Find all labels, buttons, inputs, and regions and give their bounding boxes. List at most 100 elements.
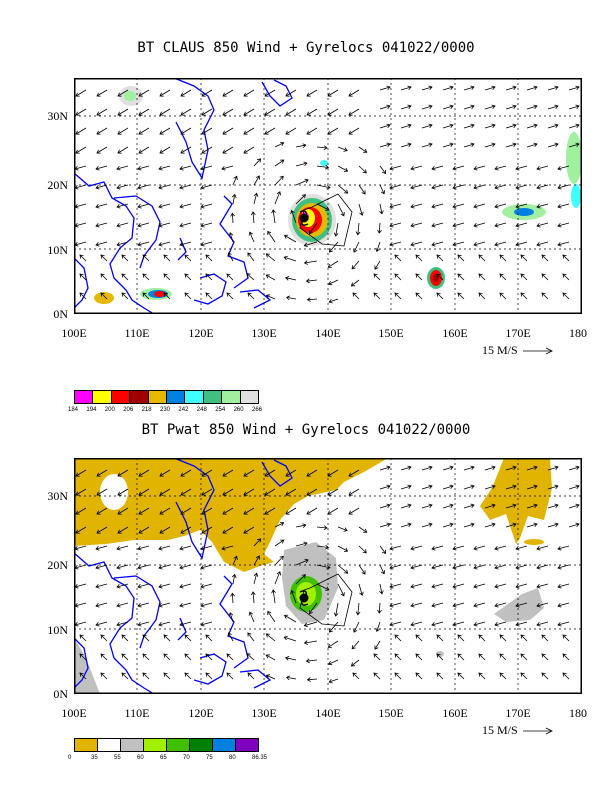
wind-vector: [116, 602, 129, 607]
wind-vector-head: [470, 484, 475, 490]
wind-vector: [295, 524, 306, 528]
wind-vector: [306, 488, 318, 496]
wind-vector-head: [386, 123, 391, 129]
wind-vector-head: [180, 491, 185, 496]
wind-vector-head: [257, 538, 262, 543]
wind-vector: [547, 504, 559, 509]
wind-vector: [200, 564, 213, 569]
wind-vector: [473, 583, 486, 588]
wind-vector: [316, 583, 329, 591]
wind-vector: [316, 184, 330, 189]
wind-vector: [329, 298, 339, 303]
wind-vector-head: [470, 85, 475, 91]
wind-vector-head: [361, 190, 366, 195]
wind-vector: [138, 488, 150, 496]
legend-label: 86.35: [252, 755, 268, 761]
wind-vector-head: [554, 85, 559, 91]
wind-vector: [264, 469, 276, 477]
wind-vector-head: [117, 149, 122, 154]
wind-vector-head: [473, 223, 478, 228]
wind-vector: [232, 574, 236, 585]
wind-vector: [75, 146, 87, 154]
wind-vector: [138, 469, 150, 477]
wind-vector: [306, 659, 318, 662]
wind-vector-head: [343, 147, 348, 152]
wind-vector: [374, 640, 381, 650]
wind-vector-head: [137, 603, 142, 608]
wind-vector-head: [264, 92, 269, 97]
wind-vector-head: [449, 465, 454, 471]
wind-vector: [264, 127, 276, 135]
wind-vector-head: [428, 123, 433, 129]
wind-vector: [75, 526, 87, 534]
wind-vector-head: [303, 260, 309, 265]
wind-vector: [415, 292, 423, 300]
wind-vector-head: [407, 522, 412, 528]
wind-vector-head: [380, 190, 386, 195]
lon-label: 140E: [315, 706, 341, 720]
wind-vector-head: [470, 465, 475, 471]
wind-vector: [200, 241, 213, 246]
wind-vector: [116, 545, 129, 550]
wind-vector-head: [308, 230, 313, 235]
wind-vector-head: [327, 643, 332, 648]
legend-swatch: [92, 390, 112, 404]
wind-vector: [74, 583, 87, 588]
wind-vector: [179, 203, 192, 208]
wind-vector: [394, 273, 402, 281]
wind-vector: [568, 504, 580, 509]
wind-vector: [306, 127, 318, 135]
lat-label: 20N: [47, 178, 68, 192]
wind-vector-head: [407, 123, 412, 129]
wind-vector-head: [452, 603, 457, 608]
wind-vector: [410, 602, 423, 607]
wind-vector-head: [554, 465, 559, 471]
wind-vector-head: [557, 565, 562, 570]
wind-vector-head: [205, 653, 210, 658]
wind-vector-head: [562, 292, 567, 297]
wind-vector: [266, 654, 276, 661]
wind-vector: [95, 241, 108, 246]
wind-vector: [463, 485, 475, 490]
wind-vector: [478, 292, 486, 300]
wind-vector: [478, 634, 486, 642]
wind-vector: [222, 469, 234, 477]
wind-vector: [568, 143, 580, 148]
wind-vector-head: [389, 603, 394, 608]
wind-vector-head: [389, 223, 394, 228]
wind-vector: [138, 89, 150, 97]
wind-vector: [222, 89, 234, 97]
wind-vector: [379, 545, 386, 554]
wind-vector: [457, 653, 465, 661]
wind-vector: [184, 273, 192, 281]
wind-vector: [95, 222, 108, 227]
wind-vector: [357, 222, 360, 235]
wind-vector: [142, 672, 150, 680]
wind-vector: [484, 523, 496, 528]
wind-vector: [158, 602, 171, 607]
wind-vector-head: [96, 529, 101, 534]
wind-vector-head: [562, 254, 567, 259]
wind-vector-head: [285, 472, 290, 477]
wind-vector: [327, 89, 339, 97]
wind-vector-head: [473, 565, 478, 570]
wind-vector: [358, 526, 367, 533]
wind-vector-head: [515, 223, 520, 228]
lon-label: 160E: [442, 706, 468, 720]
wind-vector-head: [257, 158, 262, 163]
wind-vector-head: [265, 253, 270, 258]
wind-vector-head: [222, 130, 227, 135]
legend-swatch: [143, 738, 167, 752]
wind-vector: [295, 179, 309, 186]
wind-vector-head: [327, 92, 332, 97]
wind-vector-head: [541, 254, 546, 259]
wind-vector-head: [138, 529, 143, 534]
wind-vector-head: [226, 292, 231, 297]
wind-vector: [253, 555, 260, 566]
wind-vector-head: [348, 510, 353, 515]
wind-vector: [452, 203, 465, 208]
wind-vector-head: [96, 111, 101, 116]
wind-vector-head: [431, 166, 436, 171]
wind-vector-head: [478, 653, 483, 658]
wind-vector-head: [554, 484, 559, 490]
